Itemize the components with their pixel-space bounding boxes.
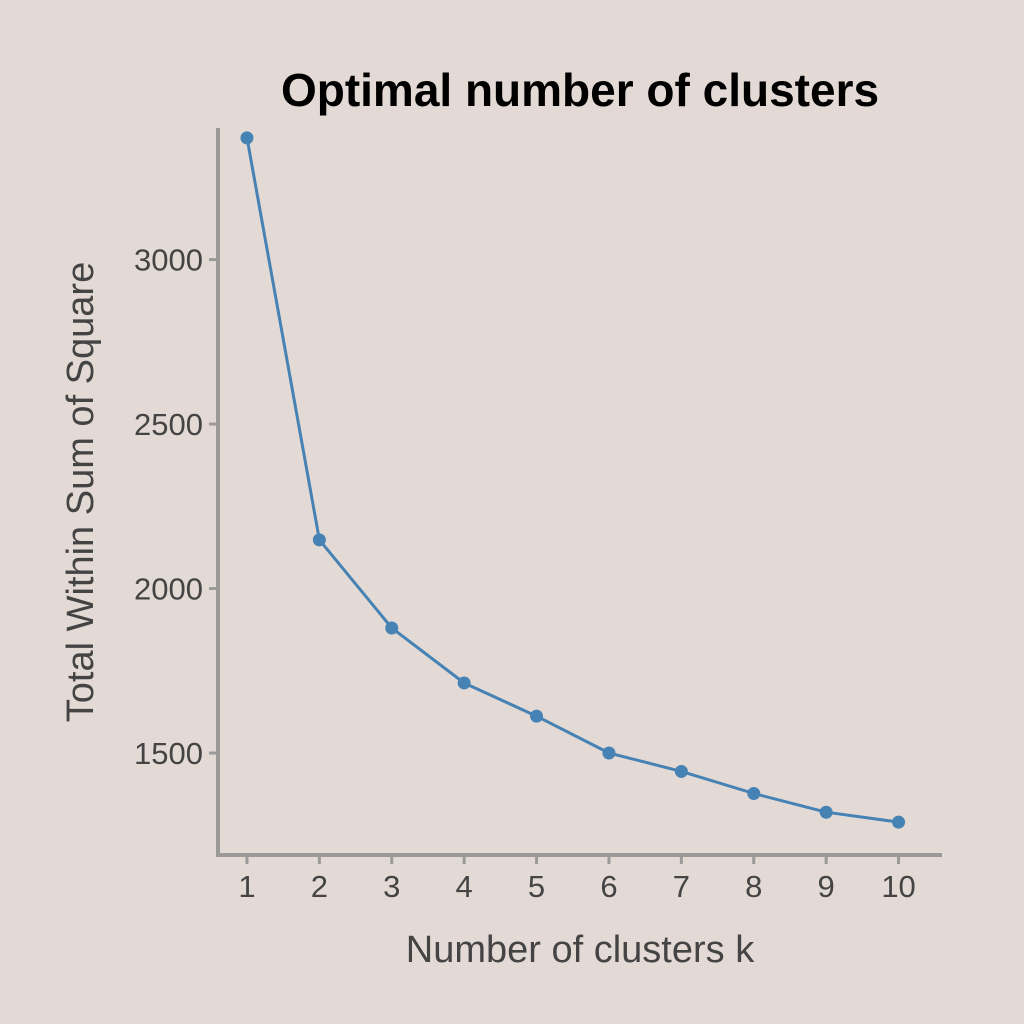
tick-labels: 1500 2000 2500 3000 1 2 3 4 5 6 7 8 9 10 [134, 243, 916, 904]
data-point [530, 709, 544, 723]
x-tick-label: 10 [881, 869, 915, 904]
x-tick-label: 3 [383, 869, 400, 904]
x-tick-label: 7 [673, 869, 690, 904]
axes [209, 128, 942, 864]
series-line [245, 137, 899, 824]
data-point [457, 676, 471, 690]
y-tick-label: 2500 [134, 407, 203, 442]
series-group [240, 131, 906, 829]
data-point [892, 815, 906, 829]
chart-title: Optimal number of clusters [281, 64, 879, 116]
data-point [240, 131, 254, 145]
data-point [385, 621, 399, 635]
y-axis-label: Total Within Sum of Square [60, 262, 102, 722]
y-tick-label: 2000 [134, 572, 203, 607]
data-point [674, 764, 688, 778]
data-point [819, 805, 833, 819]
y-tick-label: 1500 [134, 736, 203, 771]
x-axis-label: Number of clusters k [406, 929, 755, 971]
x-tick-label: 9 [818, 869, 835, 904]
x-tick-label: 1 [238, 869, 255, 904]
y-tick-label: 3000 [134, 243, 203, 278]
x-tick-label: 6 [600, 869, 617, 904]
x-tick-label: 4 [456, 869, 473, 904]
x-tick-label: 2 [311, 869, 328, 904]
x-tick-label: 8 [745, 869, 762, 904]
data-point [747, 786, 761, 800]
data-point [312, 533, 326, 547]
data-point [602, 746, 616, 760]
x-tick-label: 5 [528, 869, 545, 904]
